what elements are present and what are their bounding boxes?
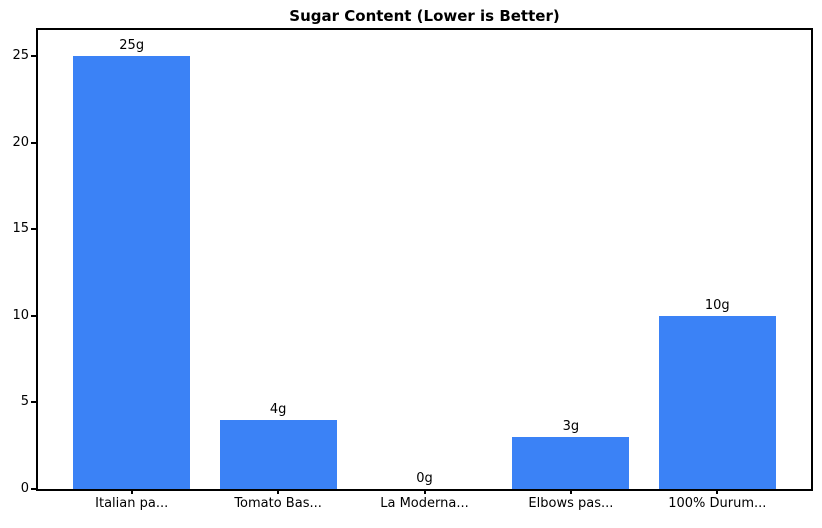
y-tick-label: 5 bbox=[20, 394, 29, 410]
chart-title: Sugar Content (Lower is Better) bbox=[289, 7, 560, 25]
bar bbox=[219, 419, 337, 489]
y-tick-label: 10 bbox=[12, 307, 29, 323]
x-tick-label: 100% Durum... bbox=[668, 496, 767, 511]
y-tick-label: 25 bbox=[12, 47, 29, 63]
x-tick-mark bbox=[423, 489, 426, 494]
bar-value-label: 4g bbox=[269, 401, 287, 417]
y-tick-mark bbox=[31, 314, 36, 317]
bar bbox=[658, 315, 776, 489]
y-tick-mark bbox=[31, 54, 36, 57]
y-tick-mark bbox=[31, 141, 36, 144]
x-tick-label: Elbows pas... bbox=[528, 496, 614, 511]
bar bbox=[73, 55, 191, 489]
bar-value-label: 10g bbox=[704, 297, 730, 313]
y-tick-mark bbox=[31, 401, 36, 404]
bar bbox=[512, 437, 630, 489]
plot-area: 25g 4g 0g 3g 10g bbox=[36, 28, 813, 491]
x-tick-mark bbox=[277, 489, 280, 494]
x-tick-mark bbox=[716, 489, 719, 494]
y-tick-label: 20 bbox=[12, 134, 29, 150]
x-tick-mark bbox=[569, 489, 572, 494]
bar-value-label: 25g bbox=[119, 37, 145, 53]
y-tick-label: 15 bbox=[12, 221, 29, 237]
y-tick-mark bbox=[31, 228, 36, 231]
bar-value-label: 0g bbox=[416, 471, 433, 486]
y-tick-mark bbox=[31, 488, 36, 490]
y-tick-label: 0 bbox=[20, 481, 29, 496]
x-tick-label: Tomato Bas... bbox=[234, 496, 322, 511]
x-tick-mark bbox=[130, 489, 133, 494]
x-tick-label: La Moderna... bbox=[380, 496, 469, 511]
x-tick-label: Italian pa... bbox=[95, 496, 169, 511]
bar-value-label: 3g bbox=[562, 419, 580, 435]
